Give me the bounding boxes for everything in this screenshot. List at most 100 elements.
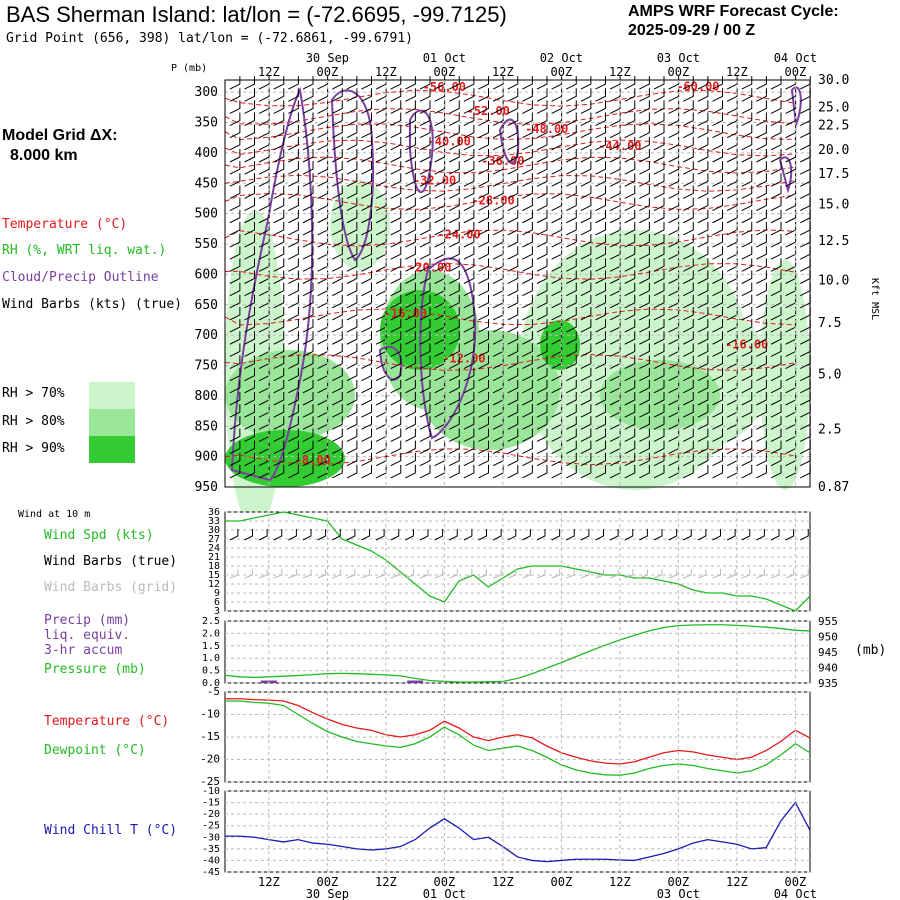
cloud-precip-outline [778,156,793,194]
wind-barb [449,161,460,175]
wind-barb [595,258,606,272]
wind-barb [463,173,475,187]
wind-barb [288,209,299,224]
wind-barb [405,136,416,151]
wind-barb [346,404,358,418]
wind-barb [609,100,621,114]
pressure-tick-label: 650 [195,298,218,313]
wind-barb [273,185,285,199]
legend-pressure: Pressure (mb) [44,662,146,677]
wind-barb [478,355,489,369]
wind-barb [346,209,358,224]
wind-barb [405,440,416,455]
wind-barb [741,452,753,467]
wind-barb [770,404,782,418]
wind-barb [741,428,753,442]
wind-barb [580,270,592,284]
wind-barb [580,246,592,260]
temperature-contour-label: -28.00 [471,194,514,208]
bottom-hour-label: 00Z [785,875,807,889]
wind-barb [449,416,460,430]
wind-barb [288,464,299,479]
wind-barb [273,76,285,90]
wind-barb [522,112,533,127]
wind-barb [229,100,241,114]
wind-barb [639,173,650,187]
wind-barb [522,404,533,418]
wind-barb [507,452,519,467]
wind-barb [302,294,314,309]
wind-barb [390,173,402,187]
wind-barb [624,331,636,345]
wind-barb [288,452,299,467]
wind-barb [419,270,431,284]
wind-barb [580,452,592,467]
temperature-contour-label: -32.00 [413,173,456,187]
wind-barb [507,306,519,321]
wind-barb [639,112,650,127]
rh90-region [540,320,580,370]
wind-barb [595,464,606,479]
wind-barb [639,209,650,224]
wind-barb [770,112,782,127]
y-tick-label: 3 [214,606,220,617]
wind-barb [639,124,650,139]
wind-barb [756,161,767,175]
wind-barb [419,100,431,114]
wind-barb [229,355,241,369]
wind-barb [346,100,358,114]
wind-barb [639,76,650,90]
wind-barb [712,404,723,418]
wind-barb [756,404,767,418]
wind-barb [390,440,402,455]
wind-barb [580,343,592,357]
wind-barb [697,197,709,212]
wind-barb [390,452,402,467]
wind-barb [463,343,475,357]
y-tick-label: -40 [202,855,220,866]
wind-barb [346,149,358,163]
wind-barb [244,112,255,127]
y-tick-label: 1.0 [202,653,220,664]
wind-barb [653,197,665,212]
wind-barb [712,100,723,114]
surface-wind-barb-grid [551,569,561,579]
wind-barb [449,112,460,127]
height-tick-label: 12.5 [818,234,849,249]
wind-barb [405,404,416,418]
wind-barb [712,464,723,479]
wind-barb [361,221,372,236]
surface-wind-barb-true [419,529,429,541]
wind-barb [434,161,446,175]
wind-barb [653,306,665,321]
surface-wind-barb-true [375,529,385,541]
surface-wind-barb-grid [361,569,370,579]
pressure-right-tick: 950 [818,631,838,644]
pressure-tick-label: 750 [195,359,218,374]
wind-barb [609,173,621,187]
wind-barb [595,221,606,236]
wind-barb [566,173,577,187]
wind-barb [668,88,680,102]
wind-barb [463,282,475,297]
wind-barb [229,112,241,127]
wind-barb [273,149,285,163]
wind-barb [405,343,416,357]
wind-barb [434,136,446,151]
wind-barb [390,391,402,406]
wind-barb [580,197,592,212]
wind-barb [653,209,665,224]
wind-barb [653,452,665,467]
wind-barb [668,124,680,139]
surface-wind-barb-grid [332,569,341,579]
wind-barb [624,404,636,418]
wind-barb [346,221,358,236]
wind-barb [258,161,270,175]
wind-barb [522,221,533,236]
wind-barb [449,234,460,248]
surface-wind-barb-grid [244,569,253,579]
wind-barb [390,76,402,90]
surface-wind-barb-grid [536,569,546,579]
wind-barb [566,294,577,309]
wind-barb [566,355,577,369]
